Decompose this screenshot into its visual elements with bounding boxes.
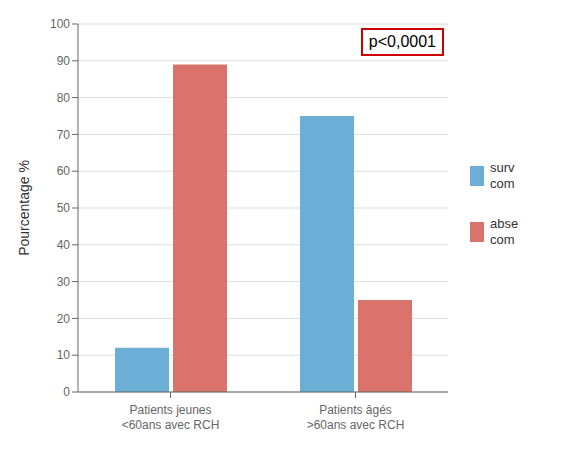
svg-text:70: 70 (57, 128, 71, 142)
svg-text:60: 60 (57, 164, 71, 178)
svg-text:Patients jeunes<60ans avec RCH: Patients jeunes<60ans avec RCH (122, 403, 220, 432)
svg-text:0: 0 (63, 385, 70, 399)
svg-text:40: 40 (57, 238, 71, 252)
svg-text:Patients âgés>60ans avec RCH: Patients âgés>60ans avec RCH (307, 403, 405, 432)
svg-text:100: 100 (50, 17, 70, 31)
svg-text:10: 10 (57, 348, 71, 362)
svg-text:80: 80 (57, 91, 71, 105)
svg-text:90: 90 (57, 54, 71, 68)
svg-text:30: 30 (57, 275, 71, 289)
html-text:surv com: surv com (490, 160, 515, 191)
svg-text:Pourcentage %: Pourcentage % (16, 160, 32, 256)
svg-text:20: 20 (57, 312, 71, 326)
html-text:abse com: abse com (490, 216, 519, 247)
svg-text:50: 50 (57, 201, 71, 215)
html-text:p<0,0001: p<0,0001 (368, 33, 436, 50)
